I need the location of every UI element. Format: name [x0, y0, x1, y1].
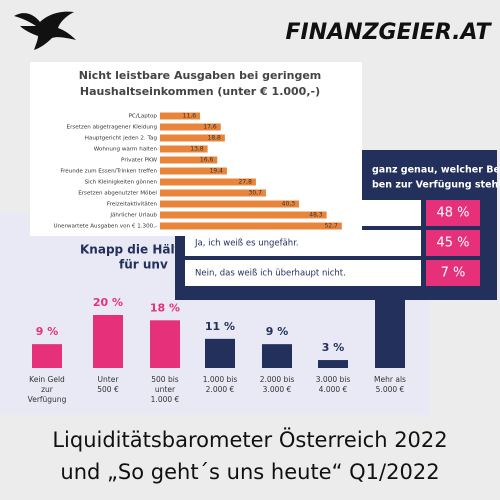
- category-label: Freizeitaktivitäten: [107, 202, 158, 208]
- value-box: [426, 260, 480, 286]
- value-label: 3 %: [322, 341, 345, 354]
- category-label: 2.000 bis: [260, 375, 295, 384]
- value-label: 19,4: [210, 168, 224, 175]
- barh-chart-card: Nicht leistbare Ausgaben bei geringem Hau…: [30, 62, 362, 236]
- chart-title: für unv: [119, 258, 168, 272]
- bar: [160, 200, 300, 208]
- category-label: 4.000 €: [319, 385, 348, 394]
- category-label: unter: [155, 385, 176, 394]
- value-label: 18,8: [208, 135, 222, 142]
- value-label: 20 %: [93, 296, 123, 309]
- category-label: PC/Laptop: [129, 114, 158, 120]
- bar: [160, 211, 327, 219]
- category-label: Wohnung warm halten: [94, 147, 158, 153]
- bar: [150, 320, 180, 368]
- bar: [205, 338, 235, 368]
- value-label: 48 %: [436, 206, 469, 221]
- value-label: 13,8: [190, 146, 204, 153]
- chart-title: Nicht leistbare Ausgaben bei geringem: [79, 69, 322, 82]
- vulture-logo: [14, 11, 76, 50]
- category-label: 3.000 bis: [316, 375, 351, 384]
- category-label: Unerwartete Ausgaben von € 1.300,-: [53, 224, 157, 230]
- category-label: 500 bis: [151, 375, 179, 384]
- value-label: 30,7: [249, 190, 263, 197]
- chart-title: Haushaltseinkommen (unter € 1.000,-): [80, 85, 320, 98]
- category-label: 2.000 €: [206, 385, 235, 394]
- value-label: 27,8: [239, 179, 253, 186]
- chart-title: Knapp die Hälfte v: [80, 243, 206, 257]
- bar: [160, 156, 218, 164]
- answer-label: Ja, ich weiß es ungefähr.: [194, 239, 299, 249]
- brand: FINANZGEIER.AT: [286, 20, 493, 45]
- category-label: Freunde zum Essen/Trinken treffen: [60, 169, 157, 175]
- bar: [160, 145, 208, 153]
- value-box: [426, 230, 480, 256]
- category-label: Ersetzen abgetragener Kleidung: [67, 125, 158, 131]
- category-label: Sich Kleinigkeiten gönnen: [85, 180, 158, 186]
- value-label: 45 %: [436, 236, 469, 251]
- bar: [160, 189, 266, 197]
- value-label: 18 %: [150, 301, 180, 314]
- value-label: 52,7: [324, 223, 338, 230]
- value-label: 16,6: [200, 157, 214, 164]
- category-label: 500 €: [97, 385, 119, 394]
- bar: [160, 222, 342, 230]
- bar: [318, 360, 348, 368]
- category-label: Mehr als: [374, 375, 406, 384]
- category-label: 1.000 bis: [203, 375, 238, 384]
- value-label: 7 %: [441, 266, 466, 281]
- value-label: 9 %: [266, 325, 289, 338]
- bar: [160, 134, 225, 142]
- category-label: 1.000 €: [151, 395, 180, 404]
- bar: [93, 315, 123, 368]
- category-label: Kein Geld: [29, 375, 65, 384]
- value-label: 48,3: [309, 212, 323, 219]
- caption-line: Liquiditätsbarometer Österreich 2022: [52, 427, 447, 452]
- answer-row: [185, 260, 421, 286]
- bar: [160, 167, 227, 175]
- answer-label: Nein, das weiß ich überhaupt nicht.: [195, 269, 346, 279]
- bar: [375, 299, 405, 368]
- category-label: 3.000 €: [263, 385, 292, 394]
- category-label: Verfügung: [28, 395, 67, 404]
- bar: [32, 344, 62, 368]
- bar: [262, 344, 292, 368]
- value-label: 11 %: [205, 320, 235, 333]
- caption-line: und „So geht´s uns heute“ Q1/2022: [60, 460, 439, 484]
- value-box: [426, 200, 480, 226]
- card-header: ganz genau, welcher Betrag: [372, 165, 500, 176]
- value-label: 11,6: [183, 113, 197, 120]
- category-label: Hauptgericht jeden 2. Tag: [85, 136, 158, 142]
- card-header: ben zur Verfügung steht:: [372, 180, 500, 191]
- category-label: Unter: [98, 375, 120, 384]
- value-label: 40,3: [282, 201, 296, 208]
- bar: [160, 178, 256, 186]
- category-label: Jährlicher Urlaub: [109, 213, 157, 219]
- bar: [160, 112, 201, 120]
- value-label: 9 %: [36, 325, 59, 338]
- category-label: Ersetzen abgenutzter Möbel: [78, 191, 157, 197]
- category-label: zur: [41, 385, 54, 394]
- category-label: 5.000 €: [376, 385, 405, 394]
- category-label: Privater PKW: [121, 158, 157, 164]
- bar: [160, 123, 221, 131]
- value-label: 17,6: [203, 124, 217, 131]
